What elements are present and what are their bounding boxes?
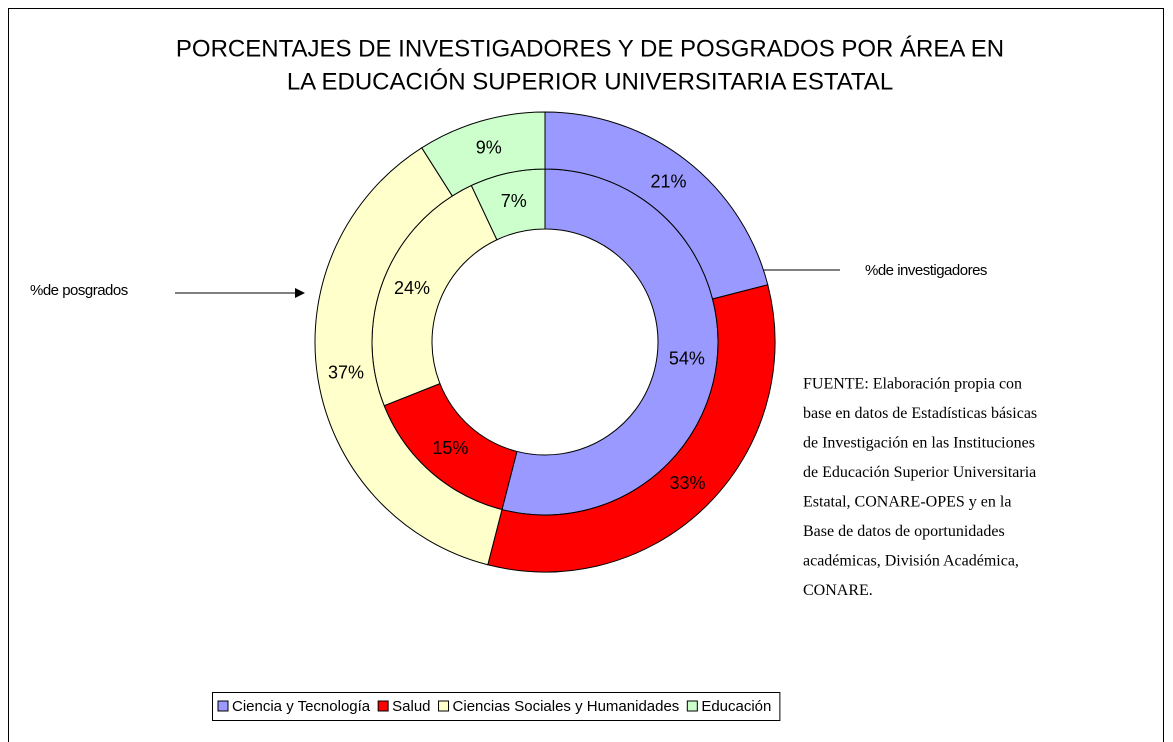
data-label: 33% [669,473,705,493]
legend-label: Ciencia y Tecnología [232,698,371,715]
legend-label: Ciencias Sociales y Humanidades [453,698,680,715]
data-label: 54% [669,349,705,369]
data-label: 21% [650,172,686,192]
data-label: 9% [476,137,502,157]
source-note: Base de datos de oportunidades [803,523,1005,540]
series-annotation: %de investigadores [865,262,987,279]
chart-title: LA EDUCACIÓN SUPERIOR UNIVERSITARIA ESTA… [287,68,893,95]
source-note: Estatal, CONARE-OPES y en la [803,494,1011,511]
slice [314,147,503,566]
source-note: CONARE. [803,582,873,599]
legend-swatch [217,700,229,712]
legend-swatch [377,700,389,712]
series-annotation: %de posgrados [30,282,128,299]
source-note: base en datos de Estadísticas básicas [803,405,1037,422]
legend-swatch [686,700,698,712]
source-note: de Educación Superior Universitaria [803,464,1036,481]
slice [487,284,776,573]
chart-title: PORCENTAJES DE INVESTIGADORES Y DE POSGR… [176,35,1004,62]
source-note: de Investigación en las Instituciones [803,435,1035,452]
data-label: 7% [501,191,527,211]
arrowhead [295,288,305,298]
data-label: 15% [432,438,468,458]
legend-box [212,692,781,721]
legend-swatch [438,700,450,712]
legend-label: Salud [392,698,430,715]
source-note: FUENTE: Elaboración propia con [803,376,1022,393]
source-note: académicas, División Académica, [803,553,1019,570]
data-label: 37% [328,362,364,382]
slice [421,111,546,197]
legend-label: Educación [701,698,771,715]
data-label: 24% [394,278,430,298]
